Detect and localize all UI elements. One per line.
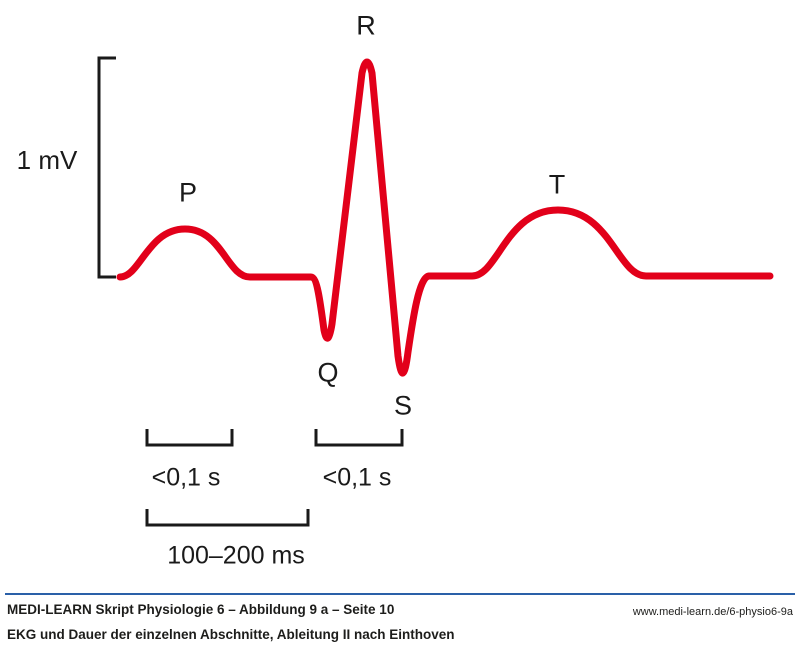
mv-scale-bracket: [97, 56, 116, 279]
footer-caption-line: EKG und Dauer der einzelnen Abschnitte, …: [7, 627, 455, 642]
wave-label-q: Q: [317, 357, 339, 388]
wave-label-t: T: [548, 169, 566, 200]
pq-interval-bracket: [145, 509, 310, 527]
qrs-duration-label: <0,1 s: [322, 463, 392, 492]
scale-label: 1 mV: [16, 145, 78, 175]
wave-label-s: S: [393, 390, 413, 421]
p-duration-label: <0,1 s: [151, 463, 221, 492]
pq-interval-label: 100–200 ms: [167, 541, 305, 570]
footer-url: www.medi-learn.de/6-physio6-9a: [632, 606, 793, 618]
p-duration-bracket: [145, 429, 234, 447]
qrs-duration-bracket: [314, 429, 404, 447]
footer-divider: [5, 593, 795, 595]
wave-label-p: P: [178, 177, 198, 208]
wave-label-r: R: [356, 10, 376, 41]
ecg-trace: [116, 58, 774, 377]
footer-source-line: MEDI-LEARN Skript Physiologie 6 – Abbild…: [7, 602, 395, 617]
